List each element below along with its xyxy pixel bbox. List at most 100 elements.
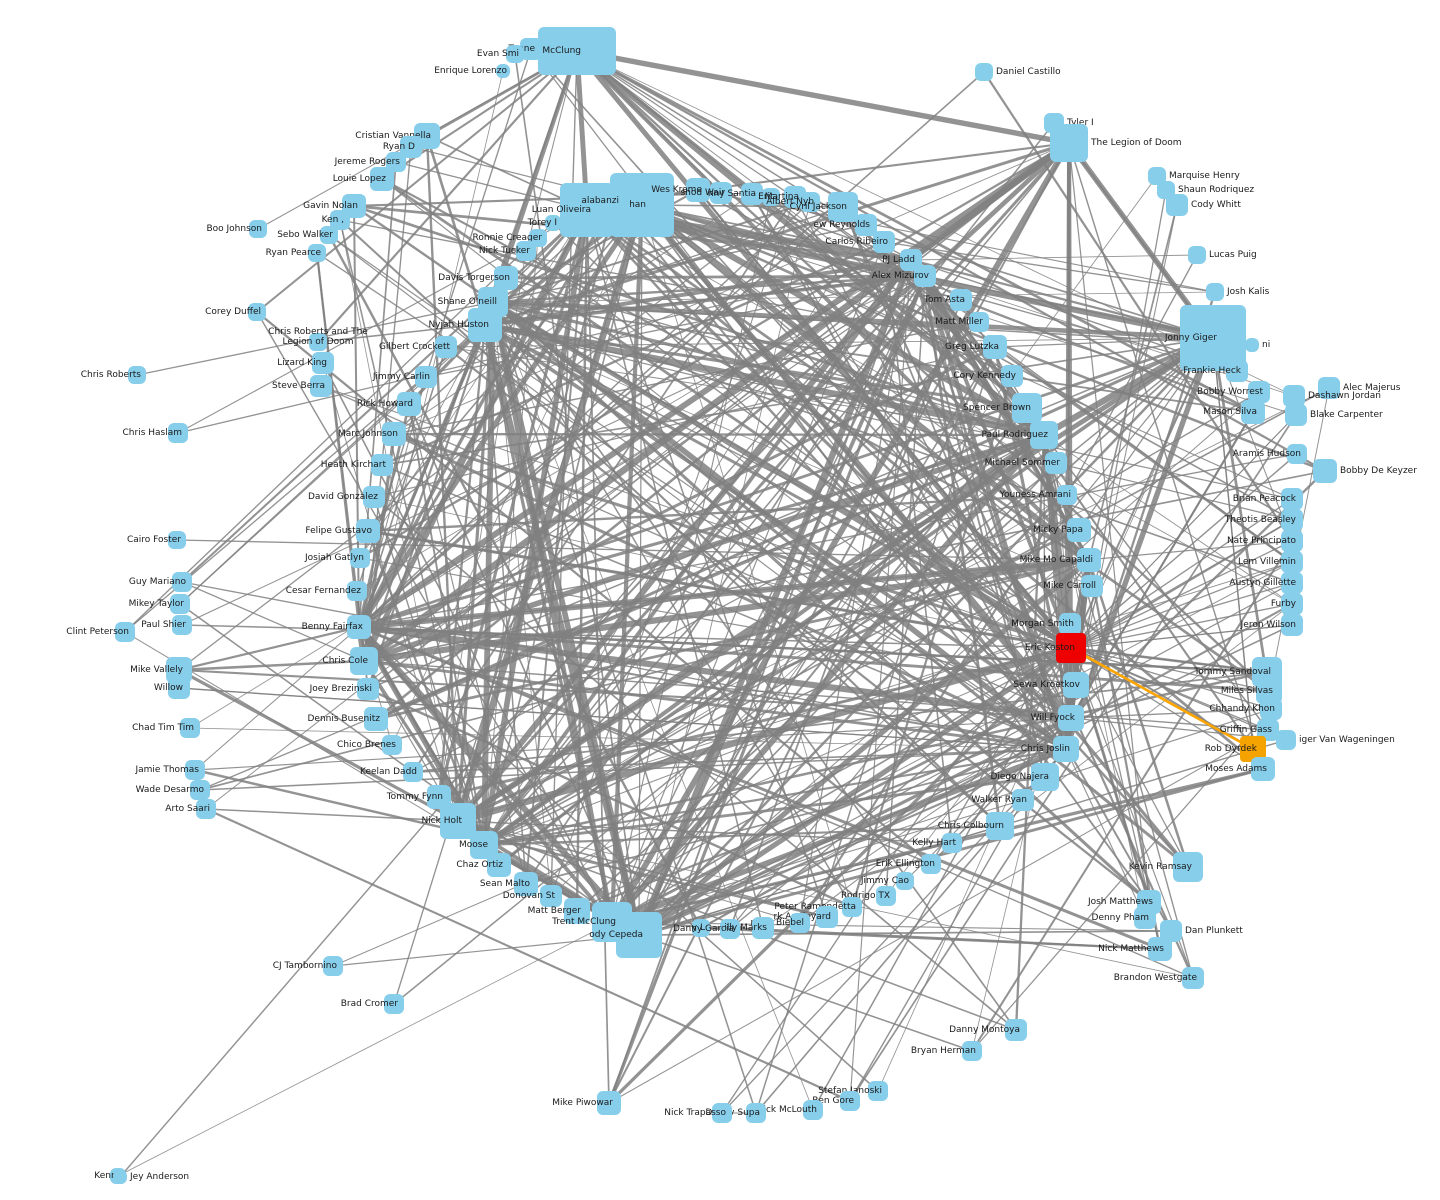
graph-node[interactable] — [170, 594, 190, 614]
graph-node[interactable] — [1134, 907, 1156, 929]
graph-node[interactable] — [855, 214, 877, 236]
graph-node[interactable] — [983, 335, 1007, 359]
graph-node[interactable] — [1045, 452, 1067, 474]
graph-node[interactable] — [896, 872, 914, 890]
graph-node[interactable] — [1001, 365, 1023, 387]
graph-node[interactable] — [692, 919, 710, 937]
graph-node[interactable] — [347, 615, 371, 639]
graph-node[interactable] — [516, 241, 536, 261]
graph-node[interactable] — [310, 375, 332, 397]
graph-node[interactable] — [1285, 404, 1307, 426]
graph-node[interactable] — [168, 677, 190, 699]
graph-node[interactable] — [752, 917, 774, 939]
graph-node[interactable] — [975, 63, 993, 81]
graph-node[interactable] — [514, 872, 538, 896]
graph-node[interactable] — [1173, 852, 1203, 882]
graph-node[interactable] — [1206, 283, 1224, 301]
graph-node[interactable] — [873, 231, 895, 253]
graph-node[interactable] — [1050, 124, 1088, 162]
graph-node[interactable] — [986, 812, 1014, 840]
graph-node[interactable] — [712, 1103, 732, 1123]
graph-node[interactable] — [1031, 763, 1059, 791]
graph-node[interactable] — [545, 215, 561, 231]
graph-node[interactable] — [1182, 967, 1204, 989]
graph-node[interactable] — [1287, 444, 1307, 464]
graph-node[interactable] — [312, 352, 334, 374]
graph-node[interactable] — [249, 220, 267, 238]
graph-node[interactable] — [1245, 338, 1259, 352]
graph-node[interactable] — [364, 707, 388, 731]
graph-node[interactable] — [1283, 385, 1305, 407]
graph-node[interactable] — [309, 333, 327, 351]
graph-node[interactable] — [1281, 488, 1303, 510]
graph-node[interactable] — [1251, 757, 1275, 781]
graph-node[interactable] — [520, 38, 542, 60]
graph-node[interactable] — [842, 897, 862, 917]
graph-node[interactable] — [1226, 360, 1248, 382]
graph-node[interactable] — [356, 519, 380, 543]
graph-node[interactable] — [1077, 548, 1101, 572]
graph-node[interactable] — [616, 912, 662, 958]
graph-node[interactable] — [1248, 381, 1270, 403]
graph-node[interactable] — [494, 266, 518, 290]
graph-node[interactable] — [382, 735, 402, 755]
graph-node[interactable] — [828, 192, 858, 222]
graph-node[interactable] — [370, 167, 394, 191]
graph-node[interactable] — [686, 178, 710, 202]
graph-node[interactable] — [1005, 1019, 1027, 1041]
graph-node[interactable] — [1160, 920, 1182, 942]
graph-node[interactable] — [1148, 167, 1166, 185]
graph-node[interactable] — [1059, 613, 1081, 635]
graph-node[interactable] — [382, 422, 406, 446]
graph-node[interactable] — [363, 486, 385, 508]
graph-node[interactable] — [1281, 614, 1303, 636]
graph-node[interactable] — [468, 308, 502, 342]
graph-node[interactable] — [371, 454, 393, 476]
graph-node[interactable] — [564, 898, 590, 924]
graph-node[interactable] — [172, 615, 192, 635]
graph-node[interactable] — [1241, 400, 1265, 424]
graph-node[interactable] — [710, 182, 732, 204]
graph-node[interactable] — [1260, 698, 1282, 720]
graph-node[interactable] — [942, 833, 962, 853]
graph-node[interactable] — [1313, 459, 1337, 483]
graph-node[interactable] — [597, 1091, 621, 1115]
graph-node[interactable] — [400, 136, 422, 158]
graph-node[interactable] — [790, 913, 810, 933]
graph-node[interactable] — [384, 994, 404, 1014]
graph-node[interactable] — [1148, 937, 1172, 961]
graph-node[interactable] — [1276, 730, 1296, 750]
graph-node[interactable] — [248, 303, 266, 321]
graph-node[interactable] — [746, 1103, 766, 1123]
graph-node[interactable] — [1053, 736, 1079, 762]
graph-node[interactable] — [1067, 518, 1091, 542]
graph-node[interactable] — [1057, 485, 1077, 505]
graph-node[interactable] — [330, 210, 350, 230]
graph-node[interactable] — [1012, 393, 1042, 423]
graph-node[interactable] — [1281, 572, 1303, 594]
graph-node[interactable] — [168, 531, 186, 549]
graph-node[interactable] — [320, 226, 338, 244]
graph-node[interactable] — [1281, 530, 1303, 552]
graph-node[interactable] — [347, 581, 367, 601]
graph-node[interactable] — [803, 1100, 823, 1120]
graph-node[interactable] — [840, 1091, 860, 1111]
graph-node[interactable] — [172, 572, 192, 592]
graph-node[interactable] — [397, 392, 421, 416]
graph-node[interactable] — [180, 718, 200, 738]
graph-node[interactable] — [741, 183, 763, 205]
graph-node[interactable] — [1012, 789, 1034, 811]
graph-node[interactable] — [190, 780, 210, 800]
graph-node[interactable] — [496, 64, 510, 78]
graph-node[interactable] — [168, 423, 188, 443]
graph-node[interactable] — [969, 312, 989, 332]
graph-node[interactable] — [800, 192, 820, 212]
graph-node[interactable] — [115, 622, 135, 642]
graph-node[interactable] — [113, 1170, 127, 1184]
graph-node[interactable] — [1281, 593, 1303, 615]
graph-node[interactable] — [1281, 509, 1303, 531]
graph-node[interactable] — [720, 919, 740, 939]
graph-node[interactable] — [876, 886, 896, 906]
graph-node[interactable] — [600, 186, 630, 216]
